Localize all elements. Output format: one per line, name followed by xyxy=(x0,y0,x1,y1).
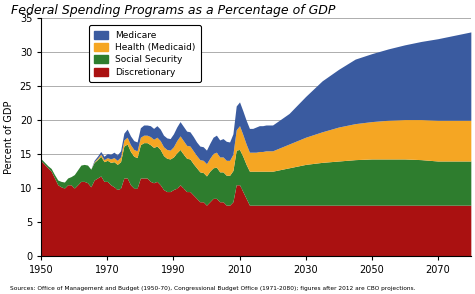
Y-axis label: Percent of GDP: Percent of GDP xyxy=(4,101,14,174)
Text: Federal Spending Programs as a Percentage of GDP: Federal Spending Programs as a Percentag… xyxy=(11,4,335,17)
Legend: Medicare, Health (Medicaid), Social Security, Discretionary: Medicare, Health (Medicaid), Social Secu… xyxy=(89,25,201,82)
Text: Sources: Office of Management and Budget (1950-70), Congressional Budget Office : Sources: Office of Management and Budget… xyxy=(10,286,415,291)
